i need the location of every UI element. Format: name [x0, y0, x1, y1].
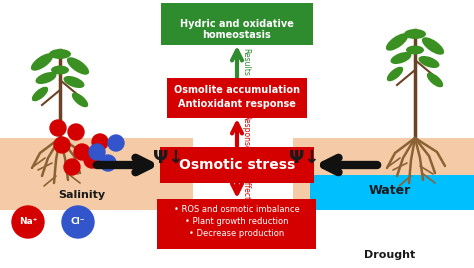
Text: Drought: Drought: [365, 250, 416, 260]
Ellipse shape: [32, 87, 48, 101]
Text: Salinity: Salinity: [58, 190, 106, 200]
FancyBboxPatch shape: [0, 138, 193, 210]
Text: Cl⁻: Cl⁻: [71, 218, 85, 226]
Ellipse shape: [422, 37, 444, 55]
Ellipse shape: [36, 72, 56, 84]
Circle shape: [12, 206, 44, 238]
Ellipse shape: [404, 29, 426, 39]
Circle shape: [64, 159, 80, 175]
Ellipse shape: [391, 52, 411, 64]
Text: • Decrease production: • Decrease production: [190, 229, 284, 239]
Circle shape: [84, 152, 100, 168]
FancyBboxPatch shape: [160, 147, 314, 183]
Text: Results: Results: [241, 47, 250, 75]
Circle shape: [62, 206, 94, 238]
Text: homeostasis: homeostasis: [202, 30, 272, 40]
Text: Osmotic stress: Osmotic stress: [179, 158, 295, 172]
Text: Water: Water: [369, 184, 411, 196]
Text: Effects: Effects: [241, 178, 250, 204]
Ellipse shape: [49, 49, 71, 59]
Ellipse shape: [419, 56, 439, 68]
Circle shape: [108, 135, 124, 151]
Ellipse shape: [427, 73, 443, 87]
Text: Na⁺: Na⁺: [19, 218, 37, 226]
Ellipse shape: [67, 57, 89, 75]
Circle shape: [50, 120, 66, 136]
FancyBboxPatch shape: [157, 199, 317, 249]
FancyBboxPatch shape: [310, 175, 474, 210]
Text: Antioxidant response: Antioxidant response: [178, 99, 296, 109]
FancyBboxPatch shape: [167, 78, 307, 118]
Ellipse shape: [64, 76, 84, 88]
Ellipse shape: [386, 33, 408, 51]
Circle shape: [92, 134, 108, 150]
Text: Osmolite accumulation: Osmolite accumulation: [174, 85, 300, 95]
Ellipse shape: [406, 46, 424, 54]
FancyBboxPatch shape: [293, 138, 474, 210]
Circle shape: [89, 144, 105, 160]
Text: Ψ↓: Ψ↓: [153, 149, 183, 167]
Circle shape: [68, 124, 84, 140]
Text: • ROS and osmotic imbalance: • ROS and osmotic imbalance: [174, 206, 300, 214]
Ellipse shape: [51, 65, 69, 75]
Ellipse shape: [387, 67, 403, 81]
Text: Ψ↓: Ψ↓: [289, 149, 319, 167]
Circle shape: [54, 137, 70, 153]
FancyBboxPatch shape: [161, 3, 313, 45]
Ellipse shape: [31, 53, 53, 71]
Circle shape: [100, 155, 116, 171]
Ellipse shape: [72, 93, 88, 107]
Text: Hydric and oxidative: Hydric and oxidative: [180, 19, 294, 29]
Text: • Plant growth reduction: • Plant growth reduction: [185, 218, 289, 226]
Circle shape: [74, 144, 90, 160]
Text: Response: Response: [241, 114, 250, 151]
